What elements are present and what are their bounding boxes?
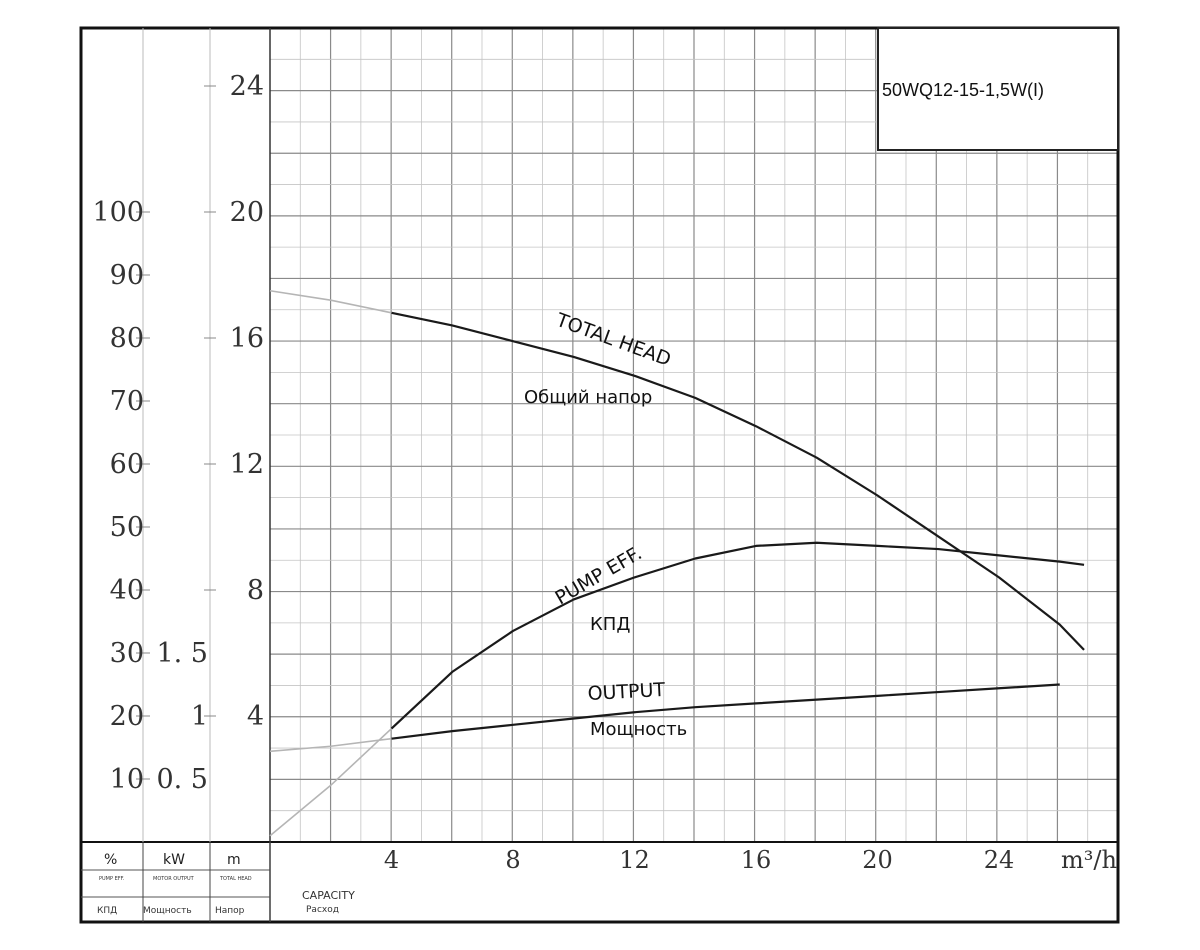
eff-unit: % [104,852,117,868]
pump-eff-label: PUMP EFF. [552,542,646,609]
capacity-tick-label: 8 [505,846,520,874]
efficiency-tick-label: 10 [110,764,144,795]
pump-eff-label-ru: КПД [590,614,630,635]
capacity-tick-label: 24 [984,846,1015,874]
curves [269,289,1085,837]
curve-head [391,311,1085,651]
curve-efficiency [390,541,1085,730]
model-box [877,27,1119,151]
chart-frame [79,26,1120,924]
capacity-tick-label: 12 [619,846,650,874]
power-caption: MOTOR OUTPUT [153,876,195,882]
efficiency-tick-label: 30 [110,638,144,669]
x-unit-label: m³/h [1061,846,1117,874]
capacity-label-ru: Расход [306,905,339,915]
capacity-axis-ticks: 4 8 12 16 20 24 [384,846,1014,874]
head-axis-ticks: 4 8 12 16 20 24 [204,71,264,732]
efficiency-axis-ticks: 10 20 30 40 50 60 70 80 90 100 [92,197,150,795]
power-caption-ru: Мощность [143,906,192,916]
head-caption-ru: Напор [215,906,245,916]
output-label-ru: Мощность [590,719,687,740]
head-tick-label: 24 [230,71,264,102]
capacity-tick-label: 20 [862,846,893,874]
power-tick-label: 1. 5 [156,638,208,669]
efficiency-tick-label: 60 [110,449,144,480]
efficiency-tick-label: 80 [110,323,144,354]
head-tick-label: 16 [230,323,264,354]
head-tick-label: 4 [247,701,264,732]
capacity-tick-label: 4 [384,846,399,874]
efficiency-tick-label: 20 [110,701,144,732]
head-tick-label: 12 [230,449,264,480]
capacity-tick-label: 16 [741,846,772,874]
head-caption: TOTAL HEAD [219,876,252,882]
head-tick-label: 20 [230,197,264,228]
model-label: 50WQ12-15-1,5W(I) [882,80,1044,100]
capacity-label: CAPACITY [302,889,355,902]
efficiency-tick-label: 90 [110,260,144,291]
power-unit: kW [163,852,185,868]
power-axis-ticks: 0. 5 1 1. 5 [156,638,208,795]
footer: % PUMP EFF. КПД kW MOTOR OUTPUT Мощность… [97,846,1117,916]
output-label: OUTPUT [587,679,666,705]
head-unit: m [227,852,241,868]
eff-caption-ru: КПД [97,906,117,916]
efficiency-tick-label: 40 [110,575,144,606]
curve-power [391,683,1060,740]
total-head-label-ru: Общий напор [524,387,652,408]
total-head-label: TOTAL HEAD [552,309,673,371]
efficiency-tick-label: 50 [110,512,144,543]
eff-caption: PUMP EFF. [99,876,125,882]
power-tick-label: 1 [191,701,208,732]
efficiency-tick-label: 70 [110,386,144,417]
head-tick-label: 8 [247,575,264,606]
power-tick-label: 0. 5 [156,764,208,795]
efficiency-tick-label: 100 [92,197,144,228]
outer-border [79,26,1120,924]
